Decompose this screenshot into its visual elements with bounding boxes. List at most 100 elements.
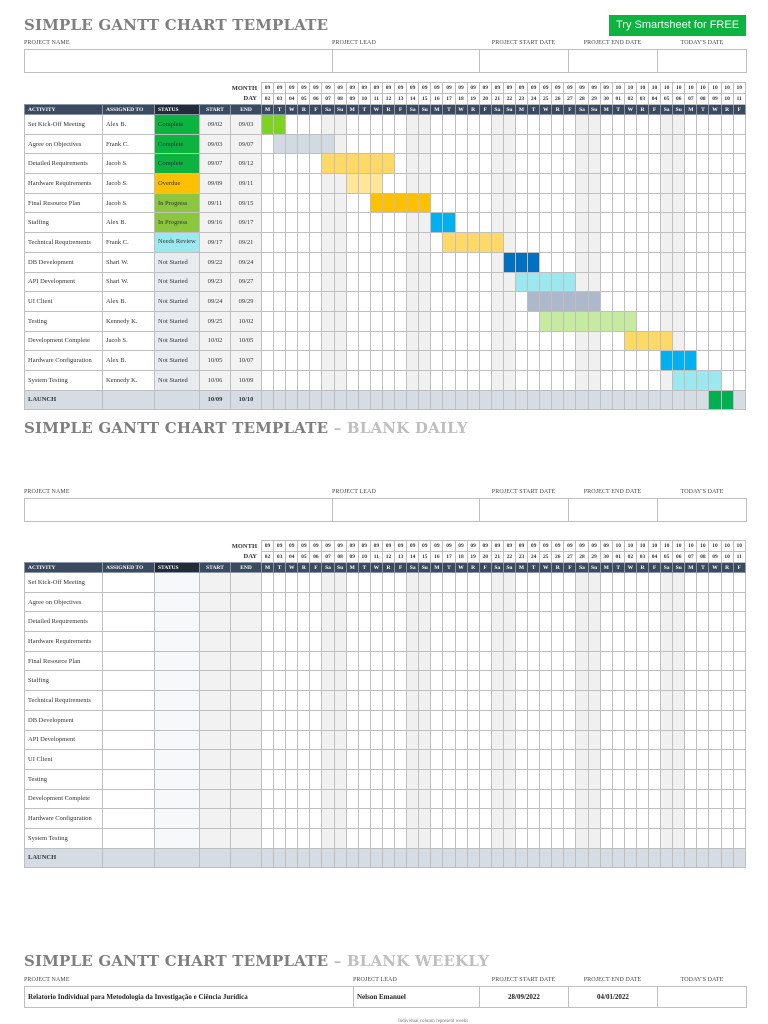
status-cell[interactable]: In Progress [154, 192, 200, 214]
activity-cell[interactable]: Testing [24, 310, 103, 332]
assigned-cell[interactable] [102, 847, 155, 869]
activity-cell[interactable]: DB Development [24, 251, 103, 273]
today-field[interactable] [658, 50, 746, 72]
activity-cell[interactable]: Hardware Configuration [24, 350, 103, 371]
table-row[interactable]: Staffing Alex B. In Progress 09/16 09/17 [24, 212, 746, 234]
table-row[interactable]: LAUNCH [24, 847, 746, 869]
end-cell[interactable]: 09/29 [230, 291, 262, 312]
assigned-cell[interactable]: Alex B. [102, 212, 155, 234]
activity-cell[interactable]: Hardware Requirements [24, 173, 103, 194]
end-cell[interactable]: 10/02 [230, 310, 262, 332]
activity-cell[interactable]: Development Complete [24, 788, 103, 810]
assigned-cell[interactable] [102, 591, 155, 613]
status-cell[interactable] [154, 729, 200, 751]
end-cell[interactable] [230, 709, 262, 731]
table-row[interactable]: Hardware Configuration Alex B. Not Started… [24, 350, 746, 371]
start-cell[interactable]: 09/03 [199, 133, 231, 155]
end-cell[interactable] [230, 572, 262, 593]
end-cell[interactable]: 09/11 [230, 173, 262, 194]
activity-cell[interactable]: Testing [24, 768, 103, 790]
start-date-field[interactable] [480, 50, 569, 72]
start-cell[interactable]: 09/07 [199, 153, 231, 175]
table-row[interactable]: DB Development Shari W. Not Started 09/22 09… [24, 251, 746, 273]
table-row[interactable]: Hardware Requirements Jacob S. Overdue 09/0… [24, 173, 746, 194]
table-row[interactable]: API Development Shari W. Not Started 09/23 0… [24, 271, 746, 293]
status-cell[interactable] [154, 690, 200, 711]
activity-cell[interactable]: Agree on Objectives [24, 133, 103, 155]
start-cell[interactable]: 10/06 [199, 369, 231, 391]
start-cell[interactable] [199, 631, 231, 652]
end-date-field[interactable] [569, 499, 658, 521]
activity-cell[interactable]: System Testing [24, 369, 103, 391]
table-row[interactable]: UI Client Alex B. Not Started 09/24 09/29 [24, 291, 746, 312]
status-cell[interactable]: Not Started [154, 291, 200, 312]
activity-cell[interactable]: Detailed Requirements [24, 611, 103, 633]
activity-cell[interactable]: Development Complete [24, 330, 103, 352]
table-row[interactable]: Development Complete Jacob S. Not Started 1… [24, 330, 746, 352]
activity-cell[interactable]: Set Kick-Off Meeting [24, 114, 103, 135]
start-date-field[interactable] [480, 499, 569, 521]
status-cell[interactable]: Not Started [154, 271, 200, 293]
today-field[interactable] [658, 499, 746, 521]
activity-cell[interactable]: Technical Requirements [24, 232, 103, 253]
table-row[interactable]: System Testing [24, 827, 746, 849]
activity-cell[interactable]: Detailed Requirements [24, 153, 103, 175]
start-cell[interactable] [199, 729, 231, 751]
end-cell[interactable]: 10/07 [230, 350, 262, 371]
status-cell[interactable]: Complete [154, 114, 200, 135]
end-cell[interactable] [230, 650, 262, 672]
start-cell[interactable] [199, 788, 231, 810]
end-cell[interactable] [230, 690, 262, 711]
assigned-cell[interactable] [102, 808, 155, 829]
status-cell[interactable] [154, 808, 200, 829]
end-cell[interactable] [230, 788, 262, 810]
end-cell[interactable] [230, 768, 262, 790]
assigned-cell[interactable] [102, 729, 155, 751]
status-cell[interactable] [154, 591, 200, 613]
start-cell[interactable]: 09/24 [199, 291, 231, 312]
assigned-cell[interactable] [102, 611, 155, 633]
end-date-field[interactable] [569, 50, 658, 72]
activity-cell[interactable]: API Development [24, 271, 103, 293]
end-cell[interactable] [230, 808, 262, 829]
table-row[interactable]: Technical Requirements Frank C. Needs Revi… [24, 232, 746, 253]
project-name-field[interactable]: Relatorio Individual para Metodologia da… [25, 987, 354, 1007]
end-cell[interactable]: 09/12 [230, 153, 262, 175]
activity-cell[interactable]: Hardware Configuration [24, 808, 103, 829]
table-row[interactable]: Final Resource Plan [24, 650, 746, 672]
status-cell[interactable] [154, 650, 200, 672]
project-name-field[interactable] [25, 50, 333, 72]
assigned-cell[interactable] [102, 670, 155, 692]
activity-cell[interactable]: System Testing [24, 827, 103, 849]
assigned-cell[interactable]: Kennedy K. [102, 369, 155, 391]
start-cell[interactable] [199, 690, 231, 711]
assigned-cell[interactable]: Frank C. [102, 232, 155, 253]
activity-cell[interactable]: Final Resource Plan [24, 192, 103, 214]
table-row[interactable]: Development Complete [24, 788, 746, 810]
project-name-field[interactable] [25, 499, 333, 521]
table-row[interactable]: Hardware Configuration [24, 808, 746, 829]
start-cell[interactable]: 09/16 [199, 212, 231, 234]
table-row[interactable]: Agree on Objectives Frank C. Complete 09/03… [24, 133, 746, 155]
start-cell[interactable]: 10/09 [199, 389, 231, 411]
table-row[interactable]: LAUNCH 10/09 10/10 [24, 389, 746, 411]
assigned-cell[interactable] [102, 572, 155, 593]
assigned-cell[interactable] [102, 389, 155, 411]
end-cell[interactable]: 10/09 [230, 369, 262, 391]
end-cell[interactable] [230, 591, 262, 613]
end-cell[interactable] [230, 631, 262, 652]
start-cell[interactable]: 09/09 [199, 173, 231, 194]
start-cell[interactable] [199, 650, 231, 672]
activity-cell[interactable]: Staffing [24, 212, 103, 234]
assigned-cell[interactable]: Frank C. [102, 133, 155, 155]
activity-cell[interactable]: LAUNCH [24, 389, 103, 411]
start-cell[interactable] [199, 591, 231, 613]
status-cell[interactable]: Complete [154, 153, 200, 175]
end-cell[interactable]: 09/24 [230, 251, 262, 273]
status-cell[interactable] [154, 670, 200, 692]
activity-cell[interactable]: Set Kick-Off Meeting [24, 572, 103, 593]
activity-cell[interactable]: Final Resource Plan [24, 650, 103, 672]
activity-cell[interactable]: Hardware Requirements [24, 631, 103, 652]
assigned-cell[interactable]: Alex B. [102, 114, 155, 135]
start-cell[interactable]: 09/02 [199, 114, 231, 135]
